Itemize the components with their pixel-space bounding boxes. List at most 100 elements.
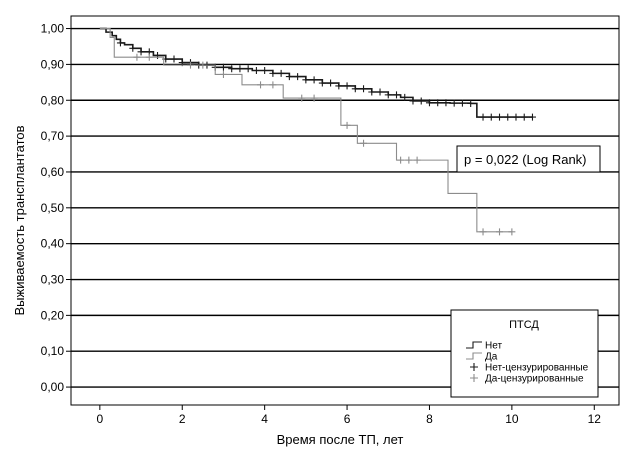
x-tick-label: 8 — [426, 412, 433, 426]
legend: ПТСД НетДаНет-цензурированныеДа-цензурир… — [450, 309, 599, 398]
y-tick-label: 0,60 — [41, 165, 65, 179]
series-line-da — [99, 27, 512, 233]
p-value-text: p = 0,022 (Log Rank) — [464, 152, 587, 167]
censor-mark — [417, 97, 425, 105]
legend-line-sample — [466, 341, 482, 349]
x-tick-label: 10 — [505, 412, 519, 426]
y-tick-label: 0,50 — [41, 201, 65, 215]
y-axis-title: Выживаемость трансплантатов — [12, 125, 27, 315]
censor-mark — [384, 91, 392, 99]
censor-mark — [236, 65, 244, 73]
censor-mark — [508, 228, 516, 236]
p-value-box — [456, 145, 601, 173]
censor-mark — [487, 113, 495, 121]
censor-mark — [186, 61, 194, 69]
censor-mark — [294, 73, 302, 81]
censor-mark — [133, 53, 141, 61]
censor-mark — [413, 156, 421, 164]
censor-mark — [343, 82, 351, 90]
y-tick-label: 0,00 — [41, 380, 65, 394]
x-tick-label: 0 — [96, 412, 103, 426]
censor-mark — [360, 85, 368, 93]
censor-mark — [479, 113, 487, 121]
censor-mark — [393, 91, 401, 99]
y-tick-label: 0,40 — [41, 237, 65, 251]
p-value-annotation: p = 0,022 (Log Rank) — [456, 145, 601, 173]
censor-mark — [285, 73, 293, 81]
censor-mark — [310, 76, 318, 84]
y-tick-label: 0,30 — [41, 273, 65, 287]
censor-mark — [479, 228, 487, 236]
legend-entry-label: Нет-цензурированные — [485, 363, 589, 374]
censor-mark — [467, 99, 475, 107]
legend-censor-sample — [470, 374, 478, 382]
censor-mark — [496, 113, 504, 121]
censor-mark — [360, 139, 368, 147]
y-tick-label: 0,70 — [41, 129, 65, 143]
legend-censor-sample — [470, 363, 478, 371]
x-tick-label: 4 — [261, 412, 268, 426]
censor-mark — [252, 66, 260, 74]
censor-mark — [327, 79, 335, 87]
censor-mark — [129, 44, 137, 52]
censor-mark — [318, 79, 326, 87]
legend-entry-label: Да-цензурированные — [485, 374, 584, 385]
legend-title: ПТСД — [509, 319, 539, 331]
censor-mark — [496, 228, 504, 236]
x-axis-title: Время после ТП, лет — [277, 432, 404, 447]
y-tick-label: 0,90 — [41, 57, 65, 71]
x-tick-label: 2 — [179, 412, 186, 426]
censor-mark — [116, 39, 124, 47]
censor-mark — [137, 48, 145, 56]
censor-mark — [401, 93, 409, 101]
censor-mark — [409, 97, 417, 105]
censor-mark — [269, 69, 277, 77]
censor-mark — [528, 113, 536, 121]
legend-entries: НетДаНет-цензурированныеДа-цензурированн… — [466, 341, 589, 385]
grid-lines — [71, 27, 619, 388]
legend-entry-label: Нет — [485, 341, 502, 352]
legend-entry-label: Да — [485, 352, 498, 363]
censor-mark — [368, 88, 376, 96]
censor-mark — [520, 113, 528, 121]
censor-mark — [512, 113, 520, 121]
censor-mark — [450, 99, 458, 107]
legend-line-sample — [466, 352, 482, 360]
censor-mark — [335, 82, 343, 90]
censor-mark — [228, 65, 236, 73]
censor-mark — [397, 156, 405, 164]
censor-mark — [425, 99, 433, 107]
censor-mark — [302, 76, 310, 84]
censor-mark — [442, 99, 450, 107]
censor-mark — [145, 53, 153, 61]
censor-mark — [261, 66, 269, 74]
censor-mark — [376, 88, 384, 96]
censor-mark — [434, 99, 442, 107]
x-tick-label: 12 — [588, 412, 602, 426]
series-layer — [99, 27, 536, 236]
censor-mark — [199, 61, 207, 69]
censor-mark — [269, 81, 277, 89]
y-tick-label: 0,80 — [41, 93, 65, 107]
y-tick-label: 0,20 — [41, 308, 65, 322]
censor-mark — [219, 63, 227, 71]
censor-mark — [405, 156, 413, 164]
x-tick-label: 6 — [344, 412, 351, 426]
censor-mark — [277, 69, 285, 77]
censor-mark — [504, 113, 512, 121]
y-tick-label: 0,10 — [41, 344, 65, 358]
x-axis: 0 2 4 6 8 10 12 — [96, 405, 601, 426]
censor-mark — [257, 81, 265, 89]
censor-mark — [343, 121, 351, 129]
plot-frame — [70, 15, 620, 406]
censor-mark — [351, 85, 359, 93]
censor-mark — [310, 94, 318, 102]
censor-mark — [298, 94, 306, 102]
y-tick-label: 1,00 — [41, 22, 65, 36]
censor-mark — [458, 99, 466, 107]
censor-mark — [244, 65, 252, 73]
censor-mark — [170, 55, 178, 63]
censor-mark — [219, 70, 227, 78]
y-axis: 0,00 0,10 0,20 0,30 0,40 0,50 0,60 0,70 0,80 0,90… — [41, 22, 71, 394]
